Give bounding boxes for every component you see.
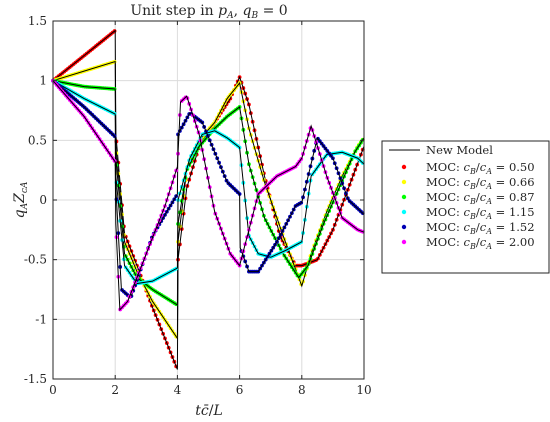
x-tick-label: 10 xyxy=(356,383,371,397)
legend-marker xyxy=(401,194,407,200)
legend-entry-label: New Model xyxy=(426,143,493,157)
x-tick-label: 4 xyxy=(174,383,182,397)
legend-marker xyxy=(401,164,407,170)
legend-entry-label: MOC: cB/cA = 0.50 xyxy=(426,160,535,176)
legend-entry-label: MOC: cB/cA = 0.66 xyxy=(426,175,535,191)
series-line xyxy=(52,80,365,285)
title-eq: = 0 xyxy=(258,3,288,19)
y-tick-label: -1.5 xyxy=(24,372,47,386)
y-tick-label: 1 xyxy=(39,74,47,88)
series-6 xyxy=(51,78,365,312)
y-tick-label: 0 xyxy=(39,193,47,207)
legend-entry-label: MOC: cB/cA = 0.87 xyxy=(426,190,535,206)
ylabel-A: A xyxy=(20,202,30,210)
y-tick-label: 1.5 xyxy=(28,14,47,28)
xlabel-cbar: c̄ xyxy=(201,403,209,419)
xlabel-t: t xyxy=(195,403,201,419)
legend-marker xyxy=(401,209,407,215)
series-line xyxy=(52,80,365,299)
y-tick-label: -0.5 xyxy=(24,253,47,267)
xlabel-slash: / xyxy=(209,403,214,419)
y-tick-label: -1 xyxy=(35,312,47,326)
title-qb-sub: B xyxy=(251,11,259,21)
series-line xyxy=(52,80,365,312)
ylabel-q: q xyxy=(12,209,28,218)
legend-marker xyxy=(401,224,407,230)
title-qb: q xyxy=(243,3,252,19)
y-axis-label: qAZcA xyxy=(12,181,30,218)
axes: 0 2 4 6 8 10 -1.5 -1 -0.5 0 0.5 1 1.5 xyxy=(24,14,372,397)
x-tick-label: 0 xyxy=(49,383,57,397)
legend-box xyxy=(381,140,550,274)
plot-area xyxy=(51,29,365,370)
legend-entry-label: MOC: cB/cA = 1.15 xyxy=(426,205,535,221)
chart-title: Unit step in pA, qB = 0 xyxy=(130,3,287,21)
legend-marker xyxy=(401,179,407,185)
y-tick-label: 0.5 xyxy=(28,133,47,147)
legend-entry-label: MOC: cB/cA = 2.00 xyxy=(426,235,535,251)
grid xyxy=(52,20,365,380)
x-tick-label: 8 xyxy=(298,383,306,397)
title-comma: , xyxy=(234,3,243,19)
x-tick-label: 2 xyxy=(111,383,119,397)
legend-marker xyxy=(401,239,407,245)
title-pa: p xyxy=(218,3,227,19)
title-prefix: Unit step in xyxy=(130,3,218,19)
x-axis-label: tc̄/L xyxy=(195,403,223,419)
x-tick-label: 6 xyxy=(236,383,244,397)
xlabel-L: L xyxy=(212,403,222,419)
ylabel-Z: Z xyxy=(12,193,28,204)
ylabel-cA: cA xyxy=(20,181,30,193)
legend-entry-label: MOC: cB/cA = 1.52 xyxy=(426,220,535,236)
title-pa-sub: A xyxy=(226,11,234,21)
